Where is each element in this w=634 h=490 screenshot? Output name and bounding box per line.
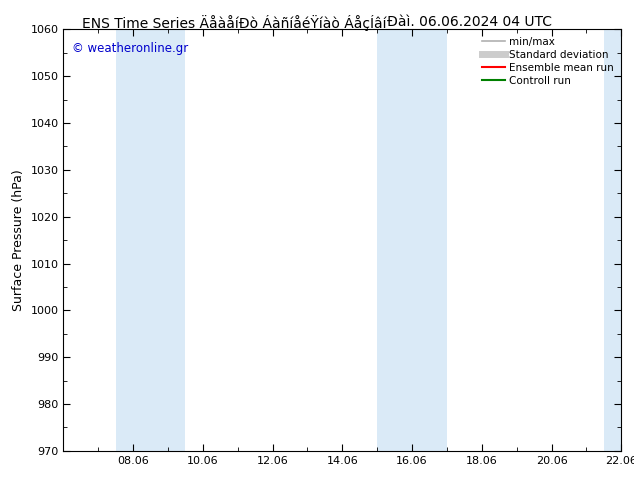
Legend: min/max, Standard deviation, Ensemble mean run, Controll run: min/max, Standard deviation, Ensemble me… (478, 32, 618, 90)
Y-axis label: Surface Pressure (hPa): Surface Pressure (hPa) (12, 169, 25, 311)
Bar (377, 29, 447, 451)
Text: ENS Time Series ÄåàåíÐò ÁàñíåéŸíàò ÁåçÍâí: ENS Time Series ÄåàåíÐò ÁàñíåéŸíàò ÁåçÍâ… (82, 15, 387, 31)
Bar (604, 29, 621, 451)
Bar (115, 29, 185, 451)
Text: © weatheronline.gr: © weatheronline.gr (72, 42, 188, 55)
Text: Đàì. 06.06.2024 04 UTC: Đàì. 06.06.2024 04 UTC (387, 15, 552, 29)
